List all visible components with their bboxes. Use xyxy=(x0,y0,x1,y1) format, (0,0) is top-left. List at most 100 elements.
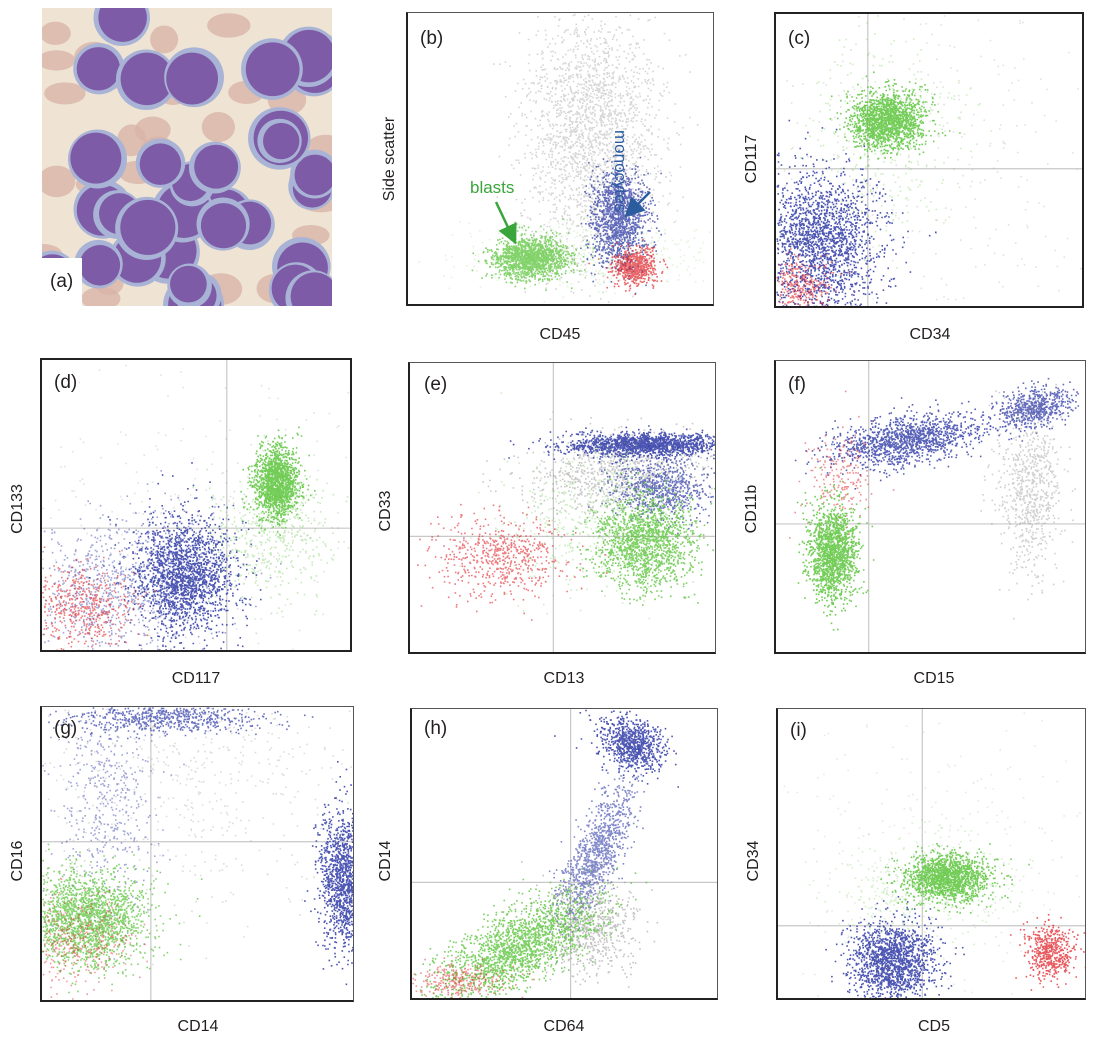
scatter-plot-f xyxy=(774,360,1086,654)
panel-label-i: (i) xyxy=(790,720,807,741)
panel-label-g: (g) xyxy=(54,718,78,739)
event-cluster xyxy=(776,119,937,306)
event-cluster xyxy=(417,503,608,621)
event-cluster xyxy=(48,707,314,740)
red-blood-cell xyxy=(201,111,235,143)
panel-label-h: (h) xyxy=(424,718,448,739)
cell-nucleus xyxy=(263,122,300,160)
cell-nucleus xyxy=(76,47,121,91)
scatter-points xyxy=(778,709,1085,998)
event-cluster xyxy=(825,896,965,998)
scatter-points xyxy=(42,707,353,1000)
blood-smear-image: (a) xyxy=(42,8,332,306)
cell-nucleus xyxy=(70,132,122,184)
x-axis-label-h: CD64 xyxy=(543,1018,585,1035)
red-blood-cell xyxy=(42,165,76,198)
x-axis-label-e: CD13 xyxy=(543,670,585,687)
scatter-points xyxy=(776,361,1085,652)
event-cluster xyxy=(42,470,282,650)
y-axis-label-e: CD33 xyxy=(377,490,394,532)
red-blood-cell xyxy=(150,25,179,54)
event-cluster xyxy=(89,462,262,650)
event-cluster xyxy=(482,417,713,538)
event-cluster xyxy=(796,467,875,631)
red-blood-cell xyxy=(42,21,71,45)
y-axis-label-h: CD14 xyxy=(377,840,394,882)
x-axis-label-b: CD45 xyxy=(539,326,581,343)
event-cluster xyxy=(507,848,659,988)
cell-nucleus xyxy=(120,52,174,106)
panel-label-d: (d) xyxy=(54,372,78,393)
event-cluster xyxy=(554,709,679,788)
panel-label-a: (a) xyxy=(42,258,82,306)
cell-nucleus xyxy=(98,8,147,42)
x-axis-label-d: CD117 xyxy=(171,670,221,687)
panel-label-b: (b) xyxy=(420,28,444,49)
event-cluster xyxy=(418,212,711,303)
cell-nucleus xyxy=(290,272,332,306)
event-cluster xyxy=(794,397,1024,490)
monocytes-arrow xyxy=(624,191,651,218)
event-cluster xyxy=(808,802,1063,986)
x-axis-label-g: CD14 xyxy=(177,1018,219,1035)
event-cluster xyxy=(42,708,185,960)
event-cluster xyxy=(547,472,715,606)
red-blood-cell xyxy=(81,286,121,306)
event-cluster xyxy=(508,425,715,465)
x-axis-label-i: CD5 xyxy=(917,1018,950,1035)
panel-label-f: (f) xyxy=(788,374,806,395)
panel-label-e: (e) xyxy=(424,374,448,395)
scatter-points xyxy=(412,709,717,998)
event-cluster xyxy=(1010,914,1085,991)
event-cluster xyxy=(42,546,157,650)
blood-smear-illustration xyxy=(42,8,332,306)
event-cluster xyxy=(484,13,699,303)
scatter-plot-d xyxy=(40,358,352,652)
y-axis-label-f: CD11b xyxy=(743,484,760,534)
scatter-points xyxy=(418,13,711,303)
annotation-arrows xyxy=(494,191,651,245)
scatter-plot-c xyxy=(774,12,1084,308)
y-axis-label-d: CD133 xyxy=(9,484,26,534)
y-axis-label-g: CD16 xyxy=(9,840,26,882)
event-cluster xyxy=(42,843,203,994)
event-cluster xyxy=(588,239,669,296)
event-cluster xyxy=(982,377,1080,435)
red-blood-cell xyxy=(44,82,86,105)
y-axis-label-c: CD117 xyxy=(743,134,760,184)
event-cluster xyxy=(580,149,662,295)
event-cluster xyxy=(829,71,961,167)
y-axis-label-i: CD34 xyxy=(745,840,762,882)
cell-nucleus xyxy=(120,199,176,256)
event-cluster xyxy=(546,748,645,964)
cell-nucleus xyxy=(294,154,332,196)
scatter-plot-e xyxy=(408,362,716,654)
scatter-points xyxy=(42,360,350,650)
cell-nucleus xyxy=(166,52,219,105)
cell-nucleus xyxy=(139,143,182,185)
event-cluster xyxy=(776,248,850,306)
scatter-plot-i xyxy=(776,708,1086,1000)
scatter-plot-g xyxy=(40,706,354,1002)
scatter-plot-b xyxy=(406,12,714,306)
event-cluster xyxy=(588,438,715,535)
event-cluster xyxy=(240,426,316,536)
y-axis-label-b: Side scatter xyxy=(381,116,398,202)
annotation-blasts: blasts xyxy=(470,178,515,197)
event-cluster xyxy=(44,707,352,966)
event-cluster xyxy=(880,843,1030,914)
cell-nucleus xyxy=(79,245,121,286)
cell-nucleus xyxy=(245,42,300,97)
x-axis-label-c: CD34 xyxy=(909,326,951,343)
cell-nucleus xyxy=(194,144,239,189)
blasts-arrow xyxy=(494,201,517,245)
cell-nucleus xyxy=(200,203,247,249)
panel-label-c: (c) xyxy=(788,28,811,49)
scatter-points xyxy=(776,14,1082,306)
red-blood-cell xyxy=(207,13,251,38)
event-cluster xyxy=(471,218,595,291)
cell-nucleus xyxy=(170,265,207,303)
event-cluster xyxy=(304,761,353,986)
scatter-points xyxy=(410,363,715,652)
x-axis-label-f: CD15 xyxy=(913,670,955,687)
